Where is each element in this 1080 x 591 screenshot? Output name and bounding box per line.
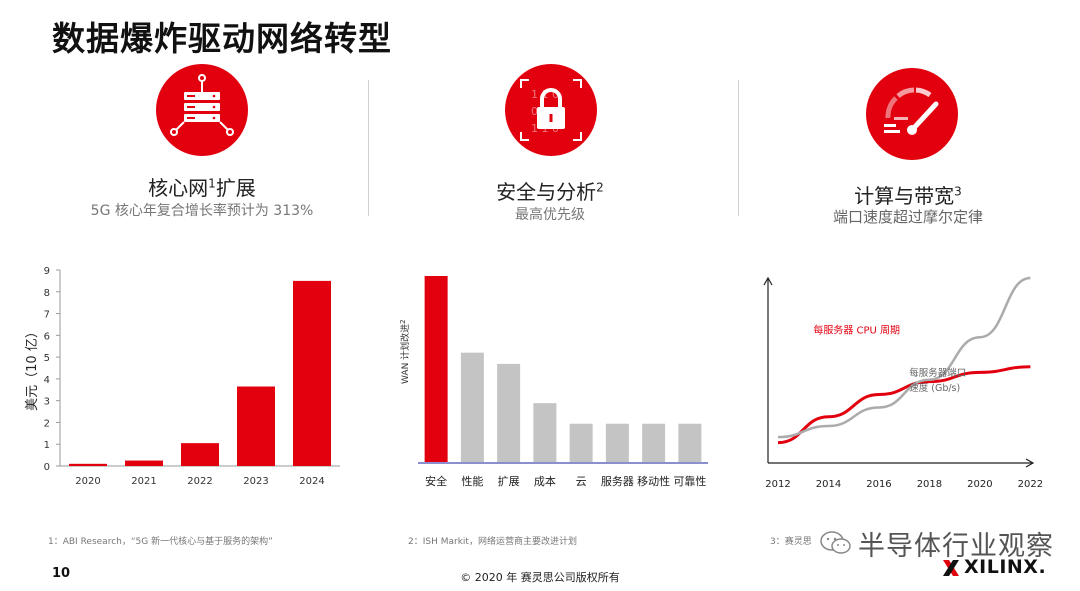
footnote-marker: 3	[954, 184, 962, 199]
x-tick-label: 性能	[461, 474, 483, 488]
series-label-port-2: 速度 (Gb/s)	[909, 382, 960, 394]
y-tick-label: 2	[44, 418, 50, 429]
y-axis-label: 美元（10 亿）	[25, 325, 40, 411]
feature-compute-subtitle: 端口速度超过摩尔定律	[832, 208, 983, 226]
server-network-icon	[170, 74, 234, 136]
y-tick-label: 0	[44, 462, 50, 473]
page-title: 数据爆炸驱动网络转型	[52, 19, 392, 58]
bar	[678, 423, 702, 463]
x-tick-label: 2024	[299, 476, 324, 487]
x-tick-label: 2022	[1018, 479, 1043, 490]
y-tick-label: 8	[44, 288, 50, 299]
y-tick-label: 7	[44, 310, 50, 321]
bar	[69, 463, 107, 466]
feature-core-title: 核心网1扩展	[102, 172, 302, 201]
wechat-icon	[820, 531, 851, 554]
y-tick-label: 3	[44, 397, 50, 408]
xilinx-logo-text: XILINX.	[964, 556, 1047, 578]
y-tick-label: 9	[44, 266, 50, 277]
footnote-3: 3：赛灵思	[770, 537, 812, 547]
footnote-marker: 2	[596, 180, 604, 195]
x-tick-label: 2016	[866, 479, 891, 490]
feature-security-title-text: 安全与分析	[496, 180, 597, 204]
bar	[125, 460, 163, 466]
bar	[181, 443, 219, 466]
x-tick-label: 2020	[967, 479, 992, 490]
feature-core-icon-circle	[156, 64, 248, 156]
y-tick-label: 5	[44, 353, 50, 364]
y-tick-label: 6	[44, 331, 50, 342]
core-network-bar-chart: 0 1 2 3 4 5 6 7 8 9 2020 2021 2022 2023 2024 美元（10 亿）	[25, 266, 340, 487]
feature-compute-icon-circle	[866, 68, 958, 160]
bar	[424, 276, 448, 463]
series-label-cpu: 每服务器 CPU 周期	[813, 324, 900, 337]
copyright-text: © 2020 年 赛灵思公司版权所有	[460, 571, 620, 584]
bar	[605, 423, 629, 463]
y-axis-label: WAN 计划改进2	[399, 319, 411, 384]
x-tick-label: 2021	[131, 476, 156, 487]
feature-core-title-text: 核心网	[148, 176, 209, 200]
xilinx-logo-mark-icon	[943, 560, 959, 576]
series-label-port-1: 每服务器端口	[909, 367, 966, 379]
x-tick-label: 可靠性	[673, 474, 706, 488]
y-axis-label-text: WAN 计划改进	[399, 324, 411, 384]
bar	[569, 423, 593, 463]
gauge-icon	[884, 87, 939, 135]
bar	[237, 386, 275, 466]
feature-security-subtitle: 最高优先级	[515, 207, 585, 223]
x-tick-label: 2022	[187, 476, 212, 487]
cpu-vs-port-speed-line-chart: 2012 2014 2016 2018 2020 2022 每服务器 CPU 周期每服务器端…	[763, 276, 1043, 490]
feature-security-icon-circle: 1 1 0 0 0 1 1 1 0	[505, 64, 597, 156]
bar	[497, 363, 521, 463]
x-tick-label: 扩展	[498, 474, 520, 488]
page-number: 10	[52, 566, 71, 581]
x-tick-label: 服务器	[601, 475, 634, 488]
bar	[533, 403, 557, 463]
y-axis-label-sup: 2	[399, 319, 407, 323]
footnote-marker: 1	[208, 176, 216, 191]
bar	[460, 352, 484, 463]
x-axis-arrow-icon	[1025, 458, 1035, 468]
port-speed-line	[777, 276, 1031, 439]
x-tick-label: 2018	[917, 479, 942, 490]
lock-icon: 1 1 0 0 0 1 1 1 0	[520, 79, 582, 141]
watermark-text: 半导体行业观察	[858, 531, 1054, 562]
x-tick-label: 2023	[243, 476, 268, 487]
divider	[738, 80, 739, 216]
divider	[368, 80, 369, 216]
x-tick-label: 2014	[816, 479, 841, 490]
x-tick-label: 云	[576, 475, 587, 488]
x-tick-label: 2012	[765, 479, 790, 490]
cpu-cycles-line	[777, 365, 1031, 445]
wan-improvement-bar-chart: 安全 性能 扩展 成本 云 服务器 移动性 可靠性 WAN 计划改进2	[399, 276, 708, 488]
x-tick-label: 安全	[425, 474, 447, 488]
feature-compute-title: 计算与带宽3	[808, 180, 1008, 209]
footnote-1: 1：ABI Research，“5G 新一代核心与基于服务的架构”	[48, 537, 273, 547]
bar	[293, 280, 331, 466]
footnote-2: 2：ISH Markit，网络运营商主要改进计划	[408, 537, 577, 547]
feature-security-title: 安全与分析2	[450, 176, 650, 205]
y-axis-arrow-icon	[763, 276, 773, 286]
x-tick-label: 成本	[534, 474, 556, 488]
x-tick-label: 2020	[75, 476, 100, 487]
bar	[642, 423, 666, 463]
feature-compute-title-text: 计算与带宽	[854, 184, 955, 208]
feature-core-title-text-after: 扩展	[215, 176, 256, 200]
y-tick-label: 4	[44, 375, 50, 386]
feature-core-subtitle: 5G 核心年复合增长率预计为 313%	[90, 203, 314, 219]
y-tick-label: 1	[44, 440, 50, 451]
x-tick-label: 移动性	[637, 474, 670, 488]
